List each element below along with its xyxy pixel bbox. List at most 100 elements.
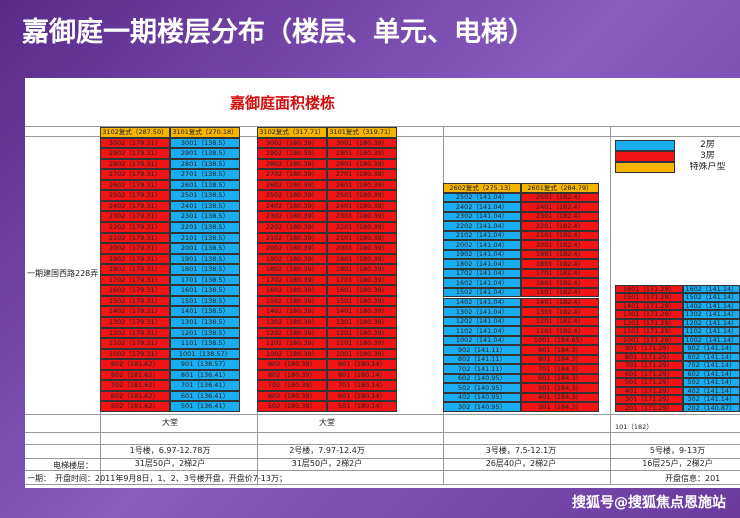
unit-cell: 2002（180.39） bbox=[257, 243, 327, 254]
header-cell: 3101复式（270.18） bbox=[170, 127, 240, 138]
unit-cell: 902（180.39） bbox=[257, 359, 327, 370]
unit-cell: 301（184.3） bbox=[521, 402, 599, 412]
unit-cell: 902（181.62） bbox=[100, 359, 170, 370]
unit-cell: 502（181.62） bbox=[100, 401, 170, 412]
grid-line bbox=[25, 470, 740, 471]
unit-cell: 802（181.62） bbox=[100, 369, 170, 381]
unit-cell: 1602（179.31） bbox=[100, 285, 170, 296]
unit-cell: 1901（138.5） bbox=[170, 253, 240, 265]
unit-cell: 1601（182.4） bbox=[521, 278, 599, 288]
unit-cell: 1501（138.5） bbox=[170, 295, 240, 307]
building-name: 2号楼，7.97-12.4万 bbox=[289, 446, 365, 455]
unit-cell: 2802（179.31） bbox=[100, 158, 170, 170]
legend-label: 2房 bbox=[700, 140, 715, 150]
unit-cell: 1101（171.29） bbox=[615, 327, 683, 336]
unit-cell: 1701（182.4） bbox=[521, 268, 599, 279]
elevator-label: 电梯楼层： bbox=[53, 461, 93, 470]
unit-cell: 601（136.41） bbox=[170, 390, 240, 402]
unit-cell: 701（171.29） bbox=[615, 361, 683, 370]
unit-cell: 2601（138.5） bbox=[170, 179, 240, 191]
unit-cell: 602（141.14） bbox=[683, 369, 740, 379]
unit-cell: 302（141.14） bbox=[683, 395, 740, 404]
unit-cell: 2702（180.39） bbox=[257, 169, 327, 180]
unit-cell: 1001（180.39） bbox=[327, 348, 397, 360]
unit-cell: 2801（138.5） bbox=[170, 158, 240, 170]
unit-cell: 2502（179.31） bbox=[100, 190, 170, 201]
unit-cell: 1401（171.29） bbox=[615, 301, 683, 311]
unit-cell: 601（180.14） bbox=[327, 390, 397, 402]
building-name: 3号楼，7.5-12.1万 bbox=[485, 446, 557, 455]
unit-cell: 2401（182.4） bbox=[521, 202, 599, 212]
building-name: 5号楼，9-13万 bbox=[649, 446, 706, 455]
header-cell: 3101复式（319.71） bbox=[327, 127, 397, 138]
unit-cell: 2001（182.4） bbox=[521, 240, 599, 250]
unit-cell: 1701（138.5） bbox=[170, 274, 240, 286]
unit-cell: 1801（138.5） bbox=[170, 264, 240, 275]
unit-cell: 1301（171.29） bbox=[615, 310, 683, 319]
unit-cell: 2902（180.39） bbox=[257, 148, 327, 159]
unit-cell: 1401（138.5） bbox=[170, 306, 240, 317]
unit-cell: 502（180.39） bbox=[257, 401, 327, 412]
unit-cell: 2601（180.39） bbox=[327, 179, 397, 191]
sheet-title: 嘉御庭面积楼栋 bbox=[230, 94, 336, 112]
unit-cell: 701（184.3） bbox=[521, 364, 599, 374]
unit-cell: 402（141.14） bbox=[683, 386, 740, 396]
unit-cell: 1102（180.39） bbox=[257, 338, 327, 349]
unit-cell: 702（141.11） bbox=[443, 364, 521, 374]
unit-cell: 2401（180.39） bbox=[327, 200, 397, 212]
unit-cell: 602（140.95） bbox=[443, 373, 521, 384]
unit-cell: 2101（180.39） bbox=[327, 232, 397, 244]
unit-cell: 2202（179.31） bbox=[100, 222, 170, 233]
unit-cell: 1402（179.31） bbox=[100, 306, 170, 317]
unit-cell: 1602（180.39） bbox=[257, 285, 327, 296]
phase-label: 一期建国西路228弄 bbox=[27, 269, 99, 278]
unit-cell: 1601（138.5） bbox=[170, 285, 240, 296]
unit-cell: 1202（180.39） bbox=[257, 327, 327, 339]
unit-cell: 1402（180.39） bbox=[257, 306, 327, 317]
unit-cell: 3002（179.31） bbox=[100, 137, 170, 149]
unit-cell: 1101（138.5） bbox=[170, 338, 240, 349]
unit-cell: 2401（138.5） bbox=[170, 200, 240, 212]
grid-line bbox=[25, 484, 740, 485]
unit-cell: 802（141.14） bbox=[683, 352, 740, 362]
unit-cell: 602（181.62） bbox=[100, 390, 170, 402]
unit-cell: 2201（182.4） bbox=[521, 221, 599, 231]
legend-swatch bbox=[615, 151, 675, 162]
unit-cell: 2002（141.04） bbox=[443, 240, 521, 250]
grid-line bbox=[25, 414, 740, 415]
unit-cell: 802（180.39） bbox=[257, 369, 327, 381]
unit-cell: 401（184.3） bbox=[521, 392, 599, 403]
unit-cell: 2001（138.5） bbox=[170, 243, 240, 254]
unit-cell: 1001（184.65） bbox=[521, 335, 599, 346]
phase: 一期： bbox=[27, 474, 51, 483]
unit-cell: 2302（180.39） bbox=[257, 211, 327, 222]
unit-cell: 901（171.29） bbox=[615, 344, 683, 353]
unit-cell: 2602（180.39） bbox=[257, 179, 327, 191]
unit-cell: 2502（141.04） bbox=[443, 192, 521, 203]
unit-cell: 1702（180.39） bbox=[257, 274, 327, 286]
unit-cell: 1501（180.39） bbox=[327, 295, 397, 307]
unit-cell: 1201（180.39） bbox=[327, 327, 397, 339]
unit-cell: 1201（171.29） bbox=[615, 318, 683, 328]
unit-cell: 901（180.14） bbox=[327, 359, 397, 370]
unit-cell: 2802（180.39） bbox=[257, 158, 327, 170]
lobby: 大堂 bbox=[162, 418, 178, 427]
unit-cell: 1401（182.4） bbox=[521, 297, 599, 308]
unit-cell: 2901（180.39） bbox=[327, 148, 397, 159]
unit-cell: 801（136.41） bbox=[170, 369, 240, 381]
unit-cell: 1302（141.04） bbox=[443, 307, 521, 317]
unit-cell: 3001（138.5） bbox=[170, 137, 240, 149]
unit-cell: 2701（180.39） bbox=[327, 169, 397, 180]
unit-cell: 1001（171.29） bbox=[615, 335, 683, 345]
building-info: 26层40户，2梯2户 bbox=[485, 459, 557, 468]
unit-cell: 1601（171.29） bbox=[615, 285, 683, 294]
unit-cell: 1202（179.31） bbox=[100, 327, 170, 339]
unit-cell: 1601（180.39） bbox=[327, 285, 397, 296]
unit-cell: 2301（182.4） bbox=[521, 211, 599, 222]
unit-cell: 1302（141.14） bbox=[683, 310, 740, 319]
unit-cell: 1301（180.39） bbox=[327, 317, 397, 328]
building-info: 16层25户，2梯2户 bbox=[642, 459, 713, 468]
unit-cell: 1801（182.4） bbox=[521, 259, 599, 269]
unit-cell: 1502（180.39） bbox=[257, 295, 327, 307]
